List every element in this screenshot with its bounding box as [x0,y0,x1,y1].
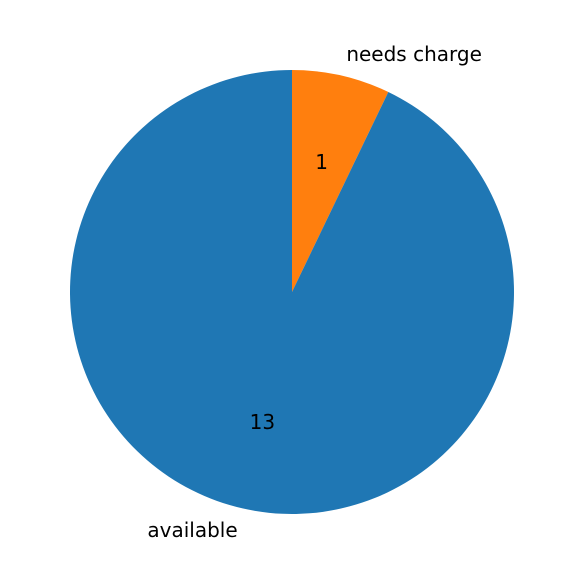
pie-slice-needs-charge [292,70,389,292]
slice-value-label-needs-charge: 1 [315,150,328,174]
slice-category-label-needs-charge: needs charge [346,42,482,66]
slice-value-label-available: 13 [250,410,275,434]
slice-category-label-available: available [147,518,237,542]
pie-slice-available [70,70,514,514]
